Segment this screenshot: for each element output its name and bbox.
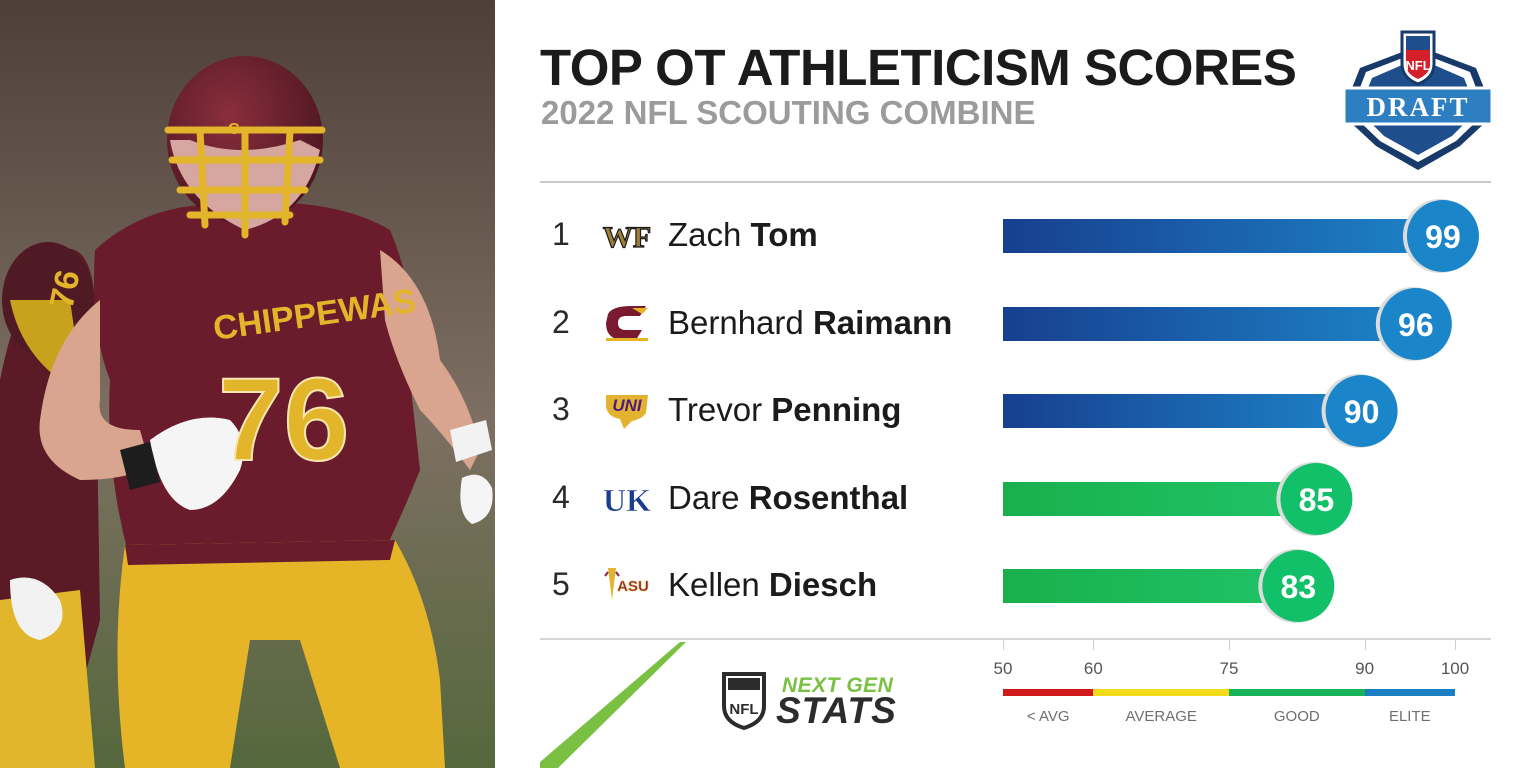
row-rank: 5 [552,566,570,602]
score-bar [1003,482,1317,516]
scale-band-label: ELITE [1388,708,1431,725]
next-gen-label: NEXT GEN [782,674,894,697]
player-first-name: Kellen [668,566,760,603]
score-bubble [1379,288,1452,360]
player-last-name: Rosenthal [748,479,909,516]
scale-tick-mark [1364,640,1366,650]
nfl-shield-text: NFL [1405,58,1430,73]
score-bar [1003,394,1362,428]
score-row: 1 WF Zach Tom [540,206,1500,266]
score-value-label: 83 [1281,569,1317,605]
chart-subtitle: 2022 NFL SCOUTING COMBINE [541,94,1036,131]
footer-divider [540,638,1491,640]
player-name: Kellen Diesch [668,566,877,604]
svg-text:WF: WF [603,221,651,254]
draft-banner-text: DRAFT [1367,92,1470,122]
player-name: Zach Tom [668,216,818,254]
score-bubble [1262,550,1335,622]
green-accent-stripe [540,642,686,768]
row-rank: 1 [552,216,570,252]
teammate-number: 76 [43,267,88,312]
scale-band-label: AVERAGE [1125,708,1197,725]
scale-band-label: < AVG [1026,708,1070,725]
wake-forest-logo: WF [602,220,652,254]
svg-text:UNI: UNI [612,396,643,415]
player-photo: CHIPPEWAS 76 76 C [0,0,495,768]
scale-tick-label: 60 [1083,659,1103,678]
player-first-name: Dare [668,479,740,516]
score-bar [1003,569,1299,603]
player-name: Bernhard Raimann [668,304,952,342]
nfl-logo: NFL [722,672,766,730]
jersey-number: 76 [218,354,349,486]
nfl-draft-logo: NFL DRAFT [1342,30,1494,170]
score-bubble [1325,375,1398,447]
northern-iowa-logo: UNI [606,395,648,429]
score-scale-legend: 50 60 75 90 100 < AVG AVERAGE GOOD ELITE [994,640,1469,740]
svg-text:ASU: ASU [617,578,649,595]
score-row: 3 UNI Trevor Penning [540,381,1500,441]
scale-band [1364,689,1455,696]
score-row: 5 ASU Kellen Diesch [540,556,1500,616]
scale-tick-label: 90 [1355,659,1375,678]
scale-tick-label: 50 [993,659,1013,678]
player-name: Dare Rosenthal [668,479,908,517]
player-first-name: Zach [668,216,742,253]
chart-title: TOP OT ATHLETICISM SCORES [540,39,1297,96]
score-value-label: 99 [1425,219,1461,255]
scale-tick-mark [1003,640,1004,650]
stats-label: STATS [776,690,897,731]
player-name: Trevor Penning [668,391,901,429]
player-first-name: Trevor [668,391,763,428]
player-photo-illustration: CHIPPEWAS 76 76 C [0,0,495,768]
score-bar [1003,219,1443,253]
score-bar [1003,307,1416,341]
scale-tick-label: 100 [1440,659,1470,678]
scale-band [1093,689,1229,696]
kentucky-logo: UK [603,482,652,519]
score-row: 4 UK Dare Rosenthal [540,469,1500,529]
nfl-logo-text: NFL [729,701,758,718]
row-rank: 4 [552,479,570,515]
player-last-name: Raimann [812,304,953,341]
player-last-name: Tom [750,216,818,253]
player-last-name: Penning [771,391,902,428]
score-bubble [1406,200,1479,272]
row-rank: 3 [552,391,570,427]
scale-tick-mark [1229,640,1230,650]
header-divider [540,181,1491,183]
player-first-name: Bernhard [668,304,804,341]
player-last-name: Diesch [768,566,878,603]
scale-band-label: GOOD [1273,708,1320,725]
scale-band [1229,689,1365,696]
scale-tick-mark [1455,640,1456,650]
score-value-label: 96 [1398,307,1434,343]
scale-band [1003,689,1094,696]
svg-text:UK: UK [603,482,651,518]
arizona-state-logo: ASU [604,568,649,600]
scale-tick-label: 75 [1219,659,1239,678]
score-bubble [1280,463,1353,535]
scale-tick-mark [1093,640,1095,650]
svg-text:C: C [228,121,240,138]
row-rank: 2 [552,304,570,340]
score-value-label: 85 [1299,482,1335,518]
score-value-label: 90 [1344,394,1380,430]
central-michigan-logo [606,306,648,341]
score-row: 2 Bernhard Raimann [540,294,1500,354]
